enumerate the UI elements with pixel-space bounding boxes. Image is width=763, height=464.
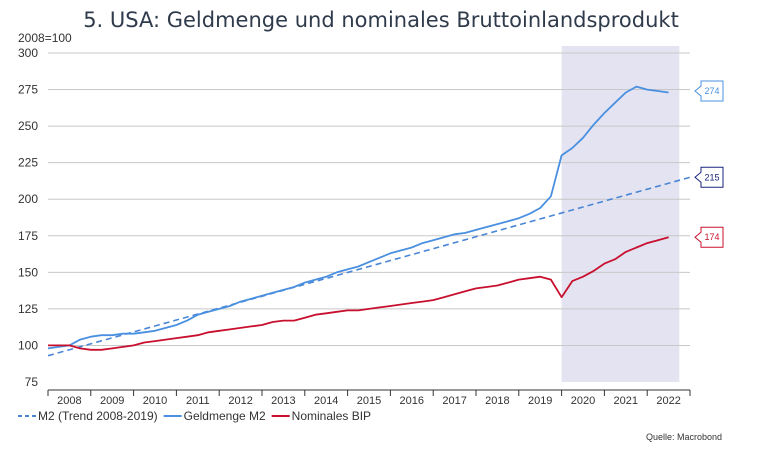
x-tick-label: 2012: [228, 395, 252, 407]
series-line-1: [47, 85, 669, 350]
legend-label: M2 (Trend 2008-2019): [38, 409, 158, 423]
axes: 75 100 125 150 175 200 225 250 275 300 2008 2009 201…: [18, 46, 691, 407]
end-value-label: 215: [694, 166, 724, 188]
y-tick-label: 150: [18, 265, 38, 279]
x-tick-label: 2018: [485, 395, 509, 407]
y-tick-label: 250: [18, 119, 38, 133]
x-tick-label: 2022: [656, 395, 680, 407]
y-tick-label: 125: [18, 302, 38, 316]
series-line-2: [48, 236, 669, 351]
x-tick-label: 2014: [314, 395, 338, 407]
y-tick-label: 75: [25, 375, 39, 389]
x-tick-label: 2021: [614, 395, 638, 407]
x-tick-label: 2013: [271, 395, 295, 407]
source-note: Quelle: Macrobond: [646, 432, 722, 442]
x-tick-label: 2011: [186, 395, 210, 407]
y-tick-label: 175: [18, 229, 38, 243]
y-tick-label: 200: [18, 192, 38, 206]
y-tick-label: 100: [18, 338, 38, 352]
end-value-text: 174: [704, 232, 719, 242]
legend-label: Geldmenge M2: [184, 409, 266, 423]
x-tick-label: 2017: [442, 395, 466, 407]
chart-title: 5. USA: Geldmenge und nominales Bruttoin…: [83, 8, 679, 32]
y-axis-unit-label: 2008=100: [18, 31, 72, 45]
end-value-label: 174: [694, 226, 724, 248]
x-tick-label: 2010: [143, 395, 167, 407]
legend: M2 (Trend 2008-2019) Geldmenge M2 Nominale…: [18, 409, 371, 423]
end-value-text: 215: [704, 172, 719, 182]
end-value-text: 274: [704, 86, 719, 96]
series-line-0: [47, 176, 691, 357]
y-tick-label: 225: [18, 156, 38, 170]
y-tick-label: 275: [18, 83, 38, 97]
end-value-labels: 274 215 174: [694, 80, 724, 248]
x-tick-label: 2019: [528, 395, 552, 407]
shaded-region: [561, 46, 680, 382]
series-lines: [47, 85, 691, 357]
x-tick-label: 2020: [571, 395, 595, 407]
end-value-box: [694, 226, 724, 248]
end-value-label: 274: [694, 80, 724, 102]
shaded-region-layer: [561, 46, 680, 382]
y-tick-label: 300: [18, 46, 38, 60]
end-value-box: [694, 80, 724, 102]
x-tick-label: 2016: [400, 395, 424, 407]
legend-label: Nominales BIP: [292, 409, 371, 423]
x-tick-label: 2008: [57, 395, 81, 407]
end-value-box: [694, 166, 724, 188]
x-tick-label: 2015: [357, 395, 381, 407]
x-tick-label: 2009: [100, 395, 124, 407]
